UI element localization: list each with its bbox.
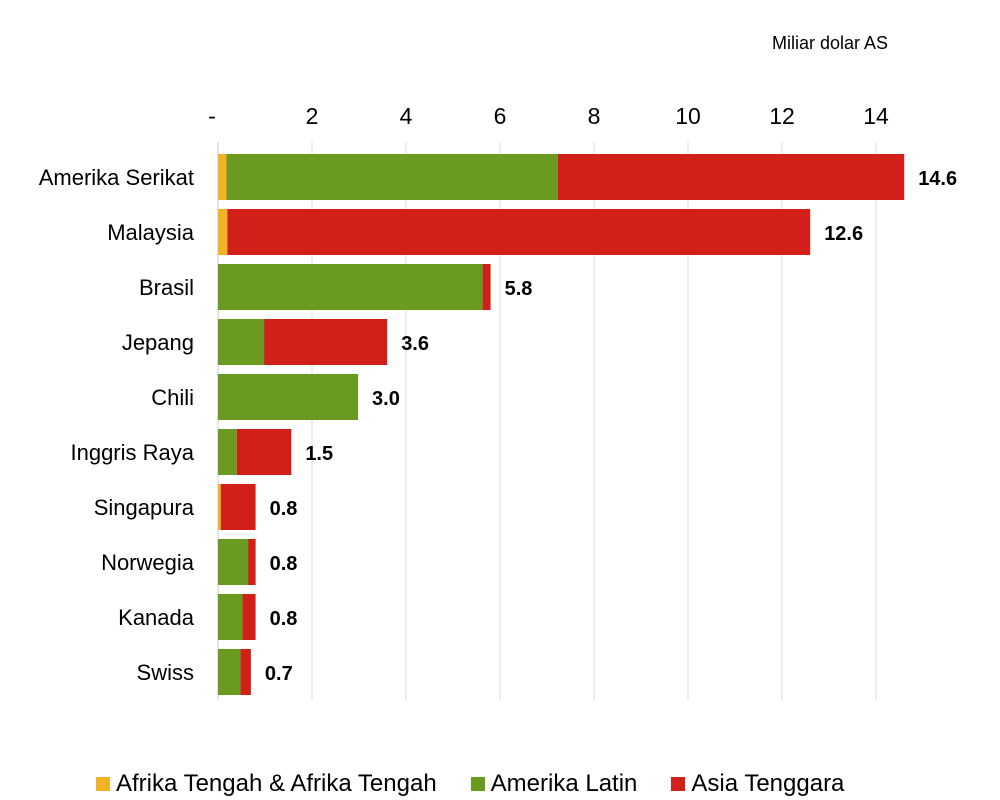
bar-segment	[218, 429, 237, 475]
bar-segment	[557, 154, 905, 200]
category-label: Swiss	[137, 660, 194, 685]
category-label: Malaysia	[107, 220, 195, 245]
legend-swatch-asia-tenggara	[671, 777, 686, 791]
category-label: Singapura	[94, 495, 195, 520]
bar-segment	[218, 154, 227, 200]
legend-label-afrika: Afrika Tengah & Afrika Tengah	[116, 770, 437, 797]
x-tick-label: -	[208, 103, 216, 129]
bar-segment	[227, 209, 811, 255]
bar-segment	[218, 649, 241, 695]
bar-segment	[236, 429, 292, 475]
category-label: Inggris Raya	[70, 440, 194, 465]
legend-item-amerika-latin: Amerika Latin	[470, 770, 638, 798]
bar-segment	[218, 374, 359, 420]
bar-segment	[218, 484, 221, 530]
total-label: 12.6	[824, 223, 863, 245]
total-label: 3.6	[401, 333, 429, 355]
bar-segment	[220, 484, 256, 530]
bar-segment	[218, 319, 265, 365]
total-label: 0.8	[270, 498, 298, 520]
total-label: 0.7	[265, 663, 293, 685]
legend-item-asia-tenggara: Asia Tenggara	[671, 770, 844, 798]
legend-label-asia-tenggara: Asia Tenggara	[691, 770, 845, 797]
bar-segment	[218, 209, 228, 255]
x-tick-label: 4	[400, 103, 413, 129]
legend-item-afrika: Afrika Tengah & Afrika Tengah	[96, 770, 437, 798]
legend-label-amerika-latin: Amerika Latin	[490, 770, 638, 797]
category-label: Jepang	[122, 330, 194, 355]
total-label: 0.8	[270, 553, 298, 575]
legend: Afrika Tengah & Afrika Tengah Amerika La…	[96, 770, 844, 798]
category-label: Amerika Serikat	[39, 165, 194, 190]
category-label: Kanada	[118, 605, 195, 630]
legend-swatch-afrika	[96, 777, 110, 791]
bar-segment	[248, 539, 256, 585]
unit-label: Miliar dolar AS	[771, 33, 888, 53]
x-tick-label: 6	[494, 103, 507, 129]
bar-segment	[264, 319, 388, 365]
total-label: 1.5	[305, 443, 333, 465]
category-label: Norwegia	[101, 550, 195, 575]
category-label: Brasil	[139, 275, 194, 300]
bar-segment	[218, 264, 483, 310]
x-tick-label: 10	[675, 103, 701, 129]
total-label: 14.6	[918, 168, 957, 190]
category-label: Chili	[151, 385, 194, 410]
bar-segment	[482, 264, 491, 310]
total-label: 0.8	[270, 608, 298, 630]
bar-segment	[242, 594, 256, 640]
x-tick-label: 12	[769, 103, 795, 129]
x-tick-label: 8	[588, 103, 601, 129]
legend-swatch-amerika-latin	[470, 777, 485, 791]
bar-segment	[226, 154, 558, 200]
x-tick-label: 2	[306, 103, 319, 129]
bar-segment	[218, 594, 243, 640]
total-label: 3.0	[372, 388, 400, 410]
x-tick-label: 14	[863, 103, 889, 129]
bar-segment	[240, 649, 251, 695]
total-label: 5.8	[505, 278, 533, 300]
bar-segment	[218, 539, 249, 585]
